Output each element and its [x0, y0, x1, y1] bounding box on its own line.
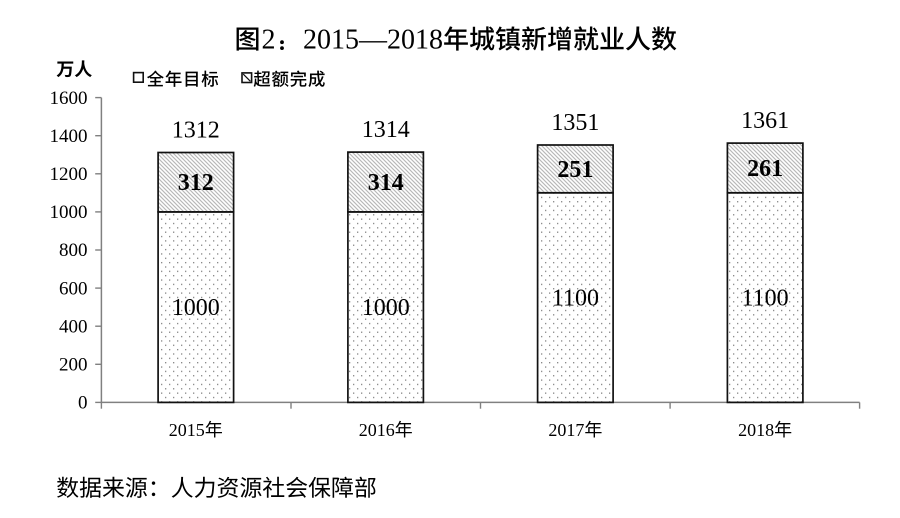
svg-text:2016: 2016 [359, 420, 395, 440]
svg-text:1314: 1314 [362, 117, 410, 143]
svg-text:314: 314 [368, 170, 404, 196]
svg-text:800: 800 [59, 240, 88, 261]
svg-text:1000: 1000 [50, 202, 88, 223]
svg-text:1600: 1600 [50, 88, 88, 109]
svg-text:200: 200 [59, 355, 88, 376]
svg-text:251: 251 [557, 157, 593, 183]
svg-text:1100: 1100 [742, 286, 789, 312]
svg-text:600: 600 [59, 278, 88, 299]
svg-text:0: 0 [78, 393, 88, 414]
svg-text:1000: 1000 [362, 295, 410, 321]
svg-text:2: 2 [262, 24, 276, 55]
svg-text:1312: 1312 [172, 118, 220, 144]
svg-text:1400: 1400 [50, 126, 88, 147]
svg-text:2015: 2015 [169, 420, 205, 440]
svg-text:1000: 1000 [172, 295, 220, 321]
svg-text:400: 400 [59, 316, 88, 337]
svg-text:1200: 1200 [50, 164, 88, 185]
svg-text:1351: 1351 [551, 110, 599, 136]
svg-text:2015—2018: 2015—2018 [303, 24, 443, 55]
svg-text:2017: 2017 [548, 420, 584, 440]
svg-text:261: 261 [747, 156, 783, 182]
svg-text:2018: 2018 [738, 420, 774, 440]
svg-text:312: 312 [178, 170, 214, 196]
svg-text:1361: 1361 [741, 108, 789, 134]
svg-text:1100: 1100 [552, 286, 599, 312]
